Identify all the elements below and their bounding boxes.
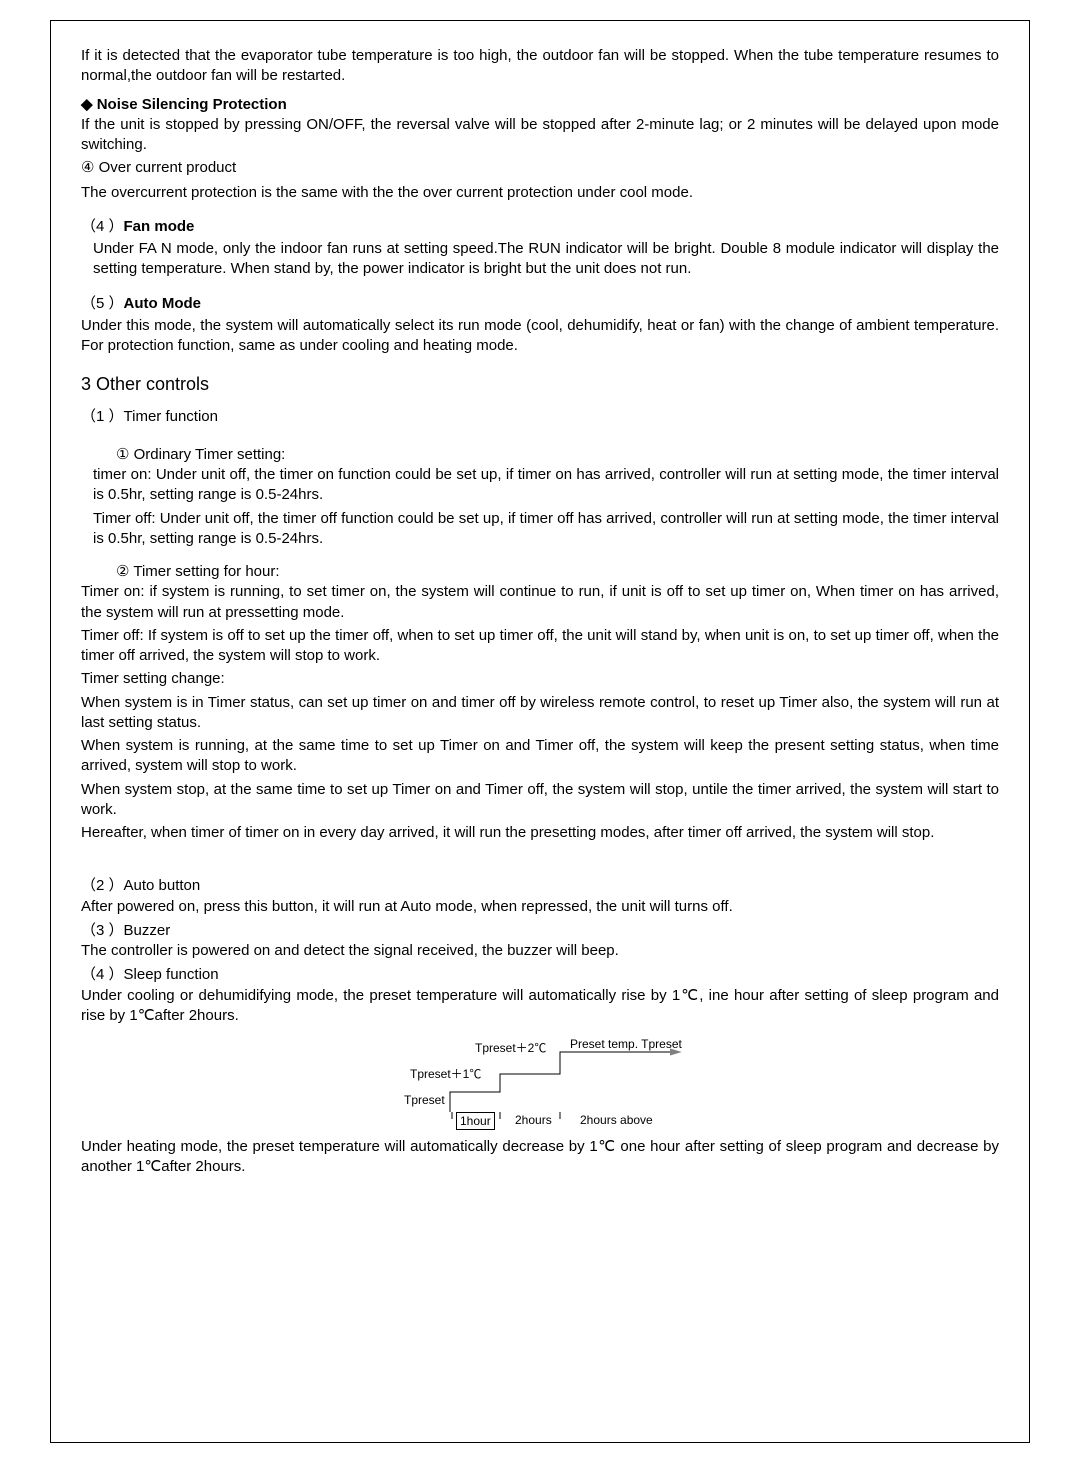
timer-hour-p4: When system is in Timer status, can set … [81,693,999,734]
timer-function-label: Timer function [124,408,218,425]
auto-mode-heading: （5 ）Auto Mode [81,294,999,314]
sleep-label: Sleep function [124,966,219,983]
buzzer-label: Buzzer [124,922,171,939]
timer-function-heading: （1 ）Timer function [81,407,999,427]
noise-silencing-text: If the unit is stopped by pressing ON/OF… [81,115,999,156]
sleep-text2: Under heating mode, the preset temperatu… [81,1137,999,1178]
sleep-num: （4 ） [81,966,124,983]
timer-hour-num: ② [116,563,129,580]
timer-hour-p5: When system is running, at the same time… [81,736,999,777]
chart-preset-temp-label: Preset temp. Tpreset [570,1036,682,1052]
fan-mode-num: （4 ） [81,218,124,235]
auto-mode-text: Under this mode, the system will automat… [81,316,999,357]
timer-hour-heading: ② Timer setting for hour: [81,562,999,582]
auto-mode-title: Auto Mode [124,295,201,312]
over-current-label: Over current product [99,159,237,176]
timer-hour-p7: Hereafter, when timer of timer on in eve… [81,823,999,843]
chart-tp0: Tpreset [404,1092,445,1108]
auto-button-heading: （2 ）Auto button [81,876,999,896]
fan-mode-text: Under FA N mode, only the indoor fan run… [81,239,999,280]
chart-x3: 2hours above [580,1112,653,1128]
auto-button-label: Auto button [124,877,201,894]
sleep-chart-cooling: Preset temp. Tpreset Tpreset＋2℃ Tpreset＋… [81,1034,999,1129]
fan-mode-title: Fan mode [124,218,195,235]
ordinary-timer-on: timer on: Under unit off, the timer on f… [81,465,999,506]
timer-hour-p3: Timer setting change: [81,669,999,689]
noise-silencing-heading: Noise Silencing Protection [81,95,999,115]
sleep-heading: （4 ）Sleep function [81,965,999,985]
noise-silencing-title: Noise Silencing Protection [97,96,287,113]
ordinary-timer-off: Timer off: Under unit off, the timer off… [81,509,999,550]
buzzer-num: （3 ） [81,922,124,939]
over-current-heading: ④ Over current product [81,158,999,178]
chart-x1: 1hour [456,1112,495,1130]
chart-x2: 2hours [515,1112,552,1128]
evaporator-paragraph: If it is detected that the evaporator tu… [81,46,999,87]
chart-tp2: Tpreset＋2℃ [475,1040,546,1056]
document-frame: If it is detected that the evaporator tu… [50,20,1030,1443]
auto-button-text: After powered on, press this button, it … [81,897,999,917]
timer-hour-p2: Timer off: If system is off to set up th… [81,626,999,667]
fan-mode-heading: （4 ）Fan mode [81,217,999,237]
over-current-num: ④ [81,159,94,176]
ordinary-timer-label: Ordinary Timer setting: [134,446,286,463]
timer-hour-p6: When system stop, at the same time to se… [81,780,999,821]
buzzer-heading: （3 ）Buzzer [81,921,999,941]
buzzer-text: The controller is powered on and detect … [81,941,999,961]
chart-tp1: Tpreset＋1℃ [410,1066,481,1082]
timer-function-num: （1 ） [81,408,124,425]
ordinary-timer-heading: ① Ordinary Timer setting: [81,445,999,465]
ordinary-timer-num: ① [116,446,129,463]
other-controls-title: 3 Other controls [81,372,999,396]
auto-button-num: （2 ） [81,877,124,894]
auto-mode-num: （5 ） [81,295,124,312]
timer-hour-p1: Timer on: if system is running, to set t… [81,582,999,623]
sleep-text1: Under cooling or dehumidifying mode, the… [81,986,999,1027]
timer-hour-label: Timer setting for hour: [133,563,279,580]
over-current-text: The overcurrent protection is the same w… [81,183,999,203]
